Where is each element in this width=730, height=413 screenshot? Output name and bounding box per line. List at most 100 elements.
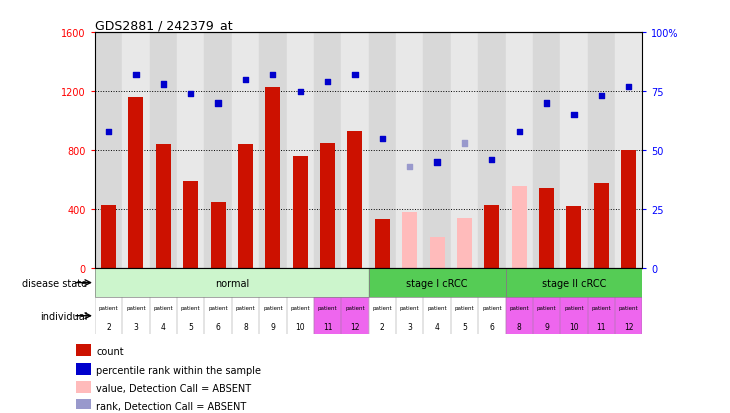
Text: 12: 12 <box>624 322 634 331</box>
Text: rank, Detection Call = ABSENT: rank, Detection Call = ABSENT <box>96 401 247 411</box>
Point <box>349 72 361 79</box>
Bar <box>123 33 150 268</box>
Text: GDS2881 / 242379_at: GDS2881 / 242379_at <box>95 19 233 32</box>
Text: 5: 5 <box>462 322 467 331</box>
Text: patient: patient <box>291 305 310 310</box>
Bar <box>204 297 232 335</box>
Bar <box>259 297 286 335</box>
Bar <box>593 183 609 268</box>
FancyBboxPatch shape <box>76 399 91 411</box>
Text: disease state: disease state <box>23 278 88 288</box>
Bar <box>533 297 561 335</box>
Point <box>623 84 634 90</box>
Point <box>596 93 607 100</box>
Text: 6: 6 <box>215 322 220 331</box>
Bar <box>505 297 533 335</box>
Bar <box>341 33 369 268</box>
Text: 4: 4 <box>161 322 166 331</box>
Point <box>377 135 388 142</box>
Text: 12: 12 <box>350 322 360 331</box>
Bar <box>402 213 418 268</box>
Point <box>158 81 169 88</box>
Point <box>103 128 115 135</box>
Text: patient: patient <box>427 305 447 310</box>
Text: 8: 8 <box>243 322 248 331</box>
Bar <box>369 33 396 268</box>
Bar <box>423 33 450 268</box>
Bar <box>320 143 335 268</box>
Text: patient: patient <box>372 305 392 310</box>
Bar <box>95 33 123 268</box>
Text: patient: patient <box>318 305 337 310</box>
Bar <box>128 98 144 268</box>
Text: individual: individual <box>40 311 88 321</box>
Point <box>458 140 470 147</box>
Bar <box>314 33 341 268</box>
Bar <box>450 33 478 268</box>
Point <box>486 157 498 164</box>
Bar <box>95 268 369 297</box>
Text: patient: patient <box>126 305 146 310</box>
Bar <box>615 297 642 335</box>
Text: 3: 3 <box>407 322 412 331</box>
Bar <box>484 205 499 268</box>
Bar <box>369 297 396 335</box>
Text: 6: 6 <box>489 322 494 331</box>
Point <box>239 77 251 83</box>
Text: patient: patient <box>263 305 283 310</box>
Text: patient: patient <box>208 305 228 310</box>
FancyBboxPatch shape <box>76 381 91 393</box>
Text: patient: patient <box>510 305 529 310</box>
Bar <box>293 157 308 268</box>
Bar <box>177 33 204 268</box>
Bar <box>450 297 478 335</box>
Text: stage II cRCC: stage II cRCC <box>542 278 606 288</box>
Bar <box>314 297 341 335</box>
Bar <box>369 268 505 297</box>
Bar <box>347 132 363 268</box>
Text: patient: patient <box>181 305 201 310</box>
Bar <box>238 145 253 268</box>
Text: 11: 11 <box>323 322 332 331</box>
Text: normal: normal <box>215 278 249 288</box>
Bar <box>265 88 280 268</box>
FancyBboxPatch shape <box>76 344 91 356</box>
Bar <box>478 33 505 268</box>
Bar <box>341 297 369 335</box>
Bar <box>566 206 582 268</box>
Text: 9: 9 <box>270 322 275 331</box>
Bar <box>396 297 423 335</box>
Text: 8: 8 <box>517 322 522 331</box>
Text: 10: 10 <box>296 322 305 331</box>
Bar <box>505 33 533 268</box>
Bar <box>588 33 615 268</box>
Point <box>130 72 142 79</box>
Text: patient: patient <box>345 305 365 310</box>
Bar <box>232 297 259 335</box>
Point <box>431 159 443 166</box>
Bar <box>95 297 123 335</box>
Point <box>212 100 224 107</box>
Bar <box>150 297 177 335</box>
Bar <box>232 33 259 268</box>
Text: 4: 4 <box>434 322 439 331</box>
Bar <box>429 237 445 268</box>
Text: patient: patient <box>619 305 639 310</box>
Text: 11: 11 <box>596 322 606 331</box>
Bar <box>457 218 472 268</box>
Text: patient: patient <box>153 305 173 310</box>
Text: percentile rank within the sample: percentile rank within the sample <box>96 365 261 375</box>
Bar <box>286 297 314 335</box>
Bar <box>561 297 588 335</box>
Point <box>267 72 279 79</box>
Bar <box>588 297 615 335</box>
Point <box>541 100 553 107</box>
Point <box>185 91 196 97</box>
Bar <box>423 297 450 335</box>
Bar <box>123 297 150 335</box>
Bar <box>210 202 226 268</box>
Text: 5: 5 <box>188 322 193 331</box>
Text: patient: patient <box>482 305 502 310</box>
Bar <box>286 33 314 268</box>
Text: patient: patient <box>400 305 420 310</box>
